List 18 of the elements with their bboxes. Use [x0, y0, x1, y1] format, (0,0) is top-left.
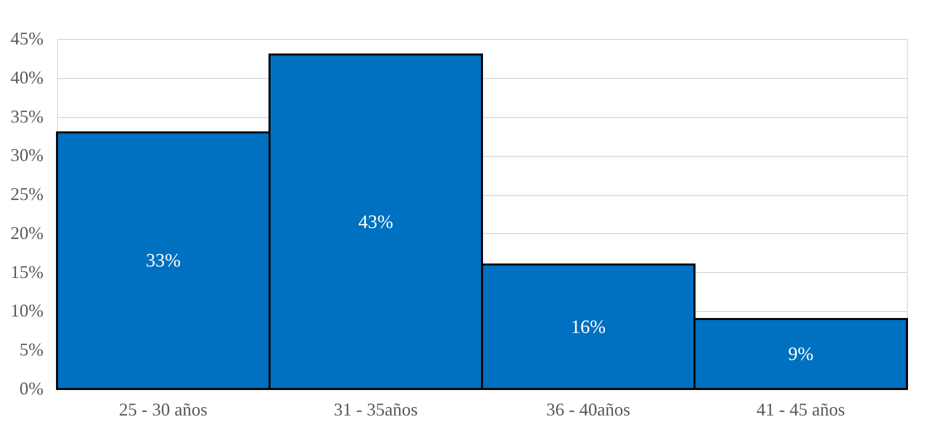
y-tick-label: 45% [10, 28, 44, 48]
y-tick-label: 15% [10, 262, 44, 282]
y-tick-label: 35% [10, 106, 44, 126]
data-label: 33% [146, 250, 181, 272]
x-tick-label: 31 - 35años [334, 400, 418, 420]
x-tick-label: 25 - 30 años [119, 400, 208, 420]
x-tick-label: 41 - 45 años [756, 400, 845, 420]
y-tick-label: 25% [10, 184, 44, 204]
x-tick-label: 36 - 40años [546, 400, 630, 420]
data-label: 9% [788, 344, 814, 365]
y-tick-label: 0% [20, 378, 44, 398]
y-tick-label: 40% [10, 67, 44, 88]
y-tick-label: 20% [10, 222, 44, 243]
y-tick-label: 5% [20, 340, 44, 360]
data-label: 16% [570, 316, 606, 338]
data-label: 43% [358, 212, 394, 233]
y-tick-label: 30% [10, 145, 44, 166]
y-tick-label: 10% [10, 300, 44, 321]
